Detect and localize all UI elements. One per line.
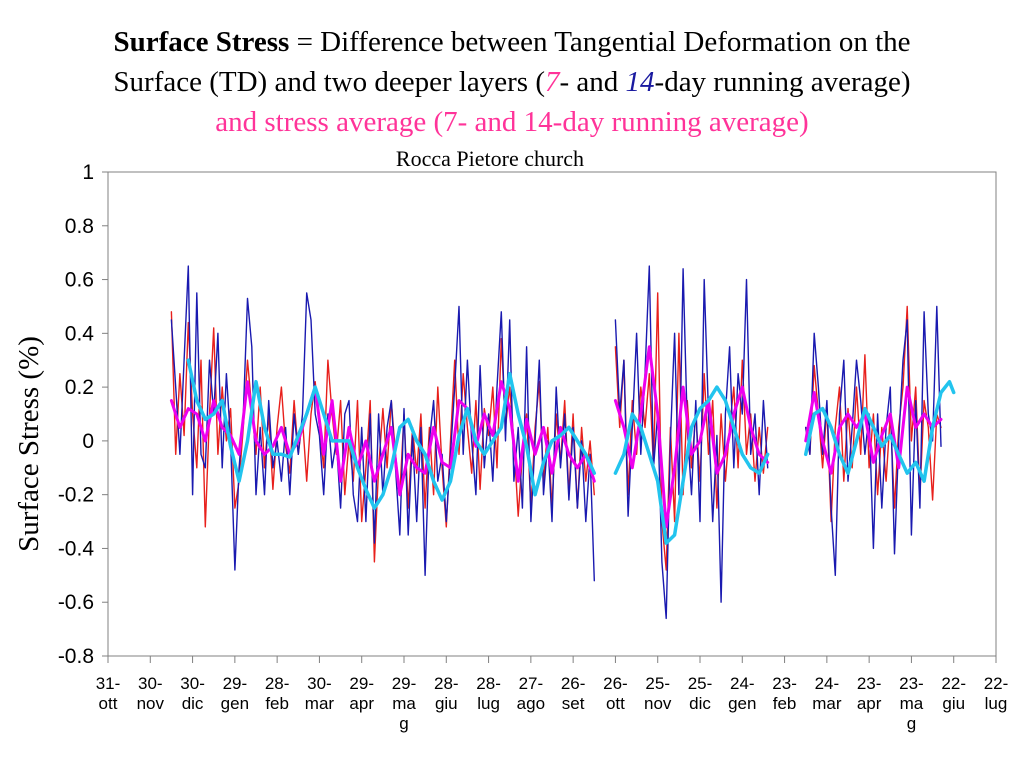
x-tick-label: lug: [985, 694, 1008, 713]
x-tick-label: dic: [182, 694, 204, 713]
y-axis-label: Surface Stress (%): [13, 336, 45, 552]
plot-area: [107, 171, 997, 657]
x-tick-label: 29-: [349, 674, 374, 693]
x-tick-label: apr: [857, 694, 882, 713]
series-2-line: [170, 265, 595, 582]
x-tick-label: ott: [99, 694, 118, 713]
title-line2-b: - and: [559, 66, 626, 98]
x-tick-label: 22-: [941, 674, 966, 693]
x-tick-label: 30-: [138, 674, 163, 693]
x-tick-label: 27-: [519, 674, 544, 693]
series-3-line: [613, 345, 770, 529]
x-tick-label: 26-: [561, 674, 586, 693]
x-tick-label: apr: [349, 694, 374, 713]
y-tick-label: -0.6: [58, 591, 94, 614]
y-tick-label: 0.2: [65, 376, 94, 399]
series-2-line: [614, 265, 769, 620]
x-tick-label: 30-: [307, 674, 332, 693]
x-tick-label: dic: [689, 694, 711, 713]
x-tick-label: lug: [477, 694, 500, 713]
x-tick-label: 28-: [434, 674, 459, 693]
x-tick-label: ago: [517, 694, 545, 713]
title-7: 7: [545, 66, 560, 98]
x-tick-label: 22-: [984, 674, 1009, 693]
x-tick-label: 23-: [857, 674, 882, 693]
title-line2-c: -day running average): [654, 66, 911, 98]
x-tick-label: 24-: [730, 674, 755, 693]
x-tick-label: 30-: [180, 674, 205, 693]
y-tick-label: -0.4: [58, 537, 95, 560]
x-tick-label: 23-: [899, 674, 924, 693]
y-tick-label: -0.8: [58, 645, 94, 668]
x-tick-label: g: [907, 714, 916, 733]
x-tick-label: 24-: [815, 674, 840, 693]
x-tick-label: 26-: [603, 674, 628, 693]
x-tick-label: 31-: [96, 674, 121, 693]
title-line-3: and stress average (7- and 14-day runnin…: [215, 106, 809, 138]
series-2-line: [805, 305, 942, 576]
y-tick-label: 0: [82, 430, 94, 453]
y-tick-label: 0.4: [65, 322, 95, 345]
title-line-1: Surface Stress = Difference between Tang…: [0, 22, 1024, 62]
x-tick-label: ma: [900, 694, 924, 713]
x-tick-label: 28-: [265, 674, 290, 693]
x-tick-label: ott: [606, 694, 625, 713]
series-4-line: [186, 358, 597, 510]
series-4-line: [803, 379, 956, 483]
x-tick-label: 25-: [688, 674, 713, 693]
x-tick-label: nov: [137, 694, 165, 713]
chart-title: Surface Stress = Difference between Tang…: [0, 22, 1024, 142]
x-tick-label: 29-: [392, 674, 417, 693]
x-tick-label: 23-: [772, 674, 797, 693]
x-tick-label: feb: [773, 694, 797, 713]
x-tick-label: giu: [435, 694, 458, 713]
title-14: 14: [625, 66, 655, 98]
title-line-2: Surface (TD) and two deeper layers (7- a…: [0, 62, 1024, 102]
x-tick-label: gen: [728, 694, 756, 713]
title-line2-a: Surface (TD) and two deeper layers (: [113, 66, 545, 98]
y-tick-label: -0.2: [58, 484, 94, 507]
title-line1-rest: = Difference between Tangential Deformat…: [289, 26, 911, 58]
x-tick-label: ma: [392, 694, 416, 713]
x-tick-label: g: [399, 714, 408, 733]
x-tick-label: set: [562, 694, 585, 713]
y-tick-label: 0.6: [65, 269, 94, 292]
x-tick-label: mar: [812, 694, 842, 713]
x-tick-label: giu: [942, 694, 965, 713]
x-tick-label: feb: [265, 694, 289, 713]
series-4-line: [613, 385, 770, 545]
chart-subtitle: Rocca Pietore church: [395, 146, 585, 171]
title-bold: Surface Stress: [113, 26, 290, 58]
x-tick-label: 29-: [223, 674, 248, 693]
series-1-line: [614, 292, 769, 571]
x-tick-label: nov: [644, 694, 672, 713]
y-tick-label: 1: [82, 161, 94, 184]
x-tick-label: gen: [221, 694, 249, 713]
x-tick-label: mar: [305, 694, 335, 713]
series-3-line: [804, 385, 943, 475]
x-tick-label: 25-: [645, 674, 670, 693]
x-tick-label: 28-: [476, 674, 501, 693]
y-tick-label: 0.8: [65, 215, 94, 238]
